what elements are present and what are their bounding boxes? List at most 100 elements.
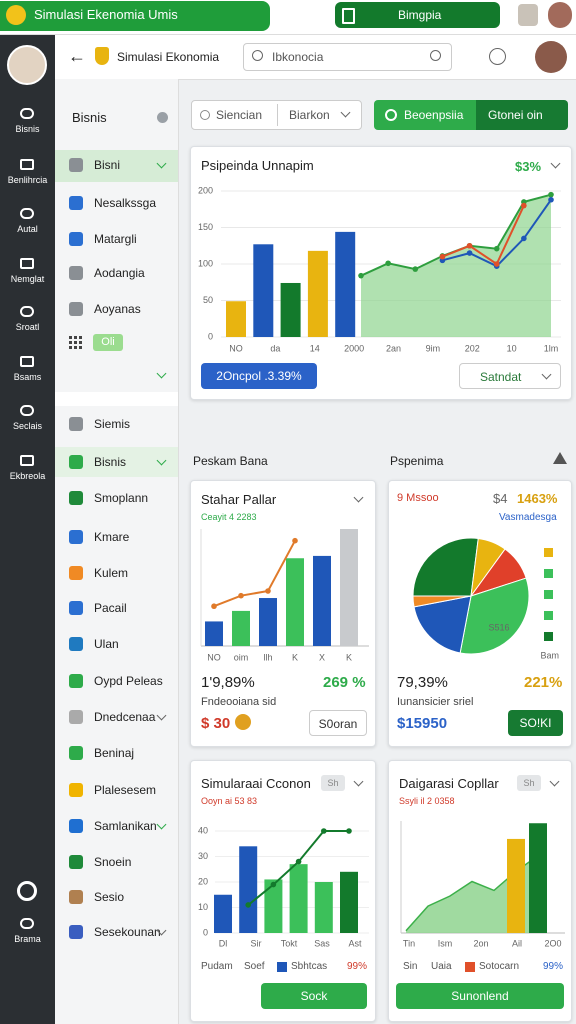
app-pill[interactable] (0, 1, 270, 31)
bar (226, 301, 246, 337)
rail-label: Benlihrcia (7, 175, 48, 185)
line (442, 205, 525, 266)
amount-prefix: $4 (493, 491, 508, 506)
chevron[interactable] (550, 158, 561, 169)
nav-label: Matargli (94, 232, 137, 246)
y-tick-label: 0 (203, 927, 208, 937)
grid-icon (74, 346, 77, 349)
nav-icon (69, 601, 83, 615)
grid-icon (69, 336, 72, 339)
rail-avatar[interactable] (7, 45, 47, 85)
user-icon[interactable] (518, 4, 538, 26)
card-title: Daigarasi Copllar (399, 776, 499, 791)
center-tab[interactable] (335, 2, 500, 28)
x-tick-label: 2an (386, 343, 401, 353)
nav-gap (55, 392, 178, 406)
back-arrow[interactable]: ← (68, 46, 86, 66)
app-logo (6, 5, 26, 25)
rail-label: Sroatl (15, 322, 40, 332)
select-icon (200, 110, 210, 120)
button[interactable]: 2Oncpol .3.39% (201, 363, 317, 389)
x-tick-label: 10 (507, 343, 517, 353)
point (493, 261, 500, 267)
grid-icon (69, 341, 72, 344)
nav-icon (69, 417, 83, 431)
legend-label: Uaia (431, 961, 452, 972)
select-2: Biarkon (289, 108, 330, 122)
card-title: Simularaai Cconon (201, 776, 311, 791)
nav-label: Kmare (94, 530, 130, 544)
nav-label: Samlanikan (94, 819, 157, 833)
button[interactable]: Sock (261, 983, 367, 1009)
nav-label: Kulem (94, 566, 129, 580)
legend-swatch (544, 611, 553, 620)
amount: 1463% (517, 491, 558, 506)
bar (529, 823, 547, 933)
nav-label: Beninaj (94, 746, 135, 760)
grid-icon (79, 346, 82, 349)
x-tick-label: 2O0 (544, 938, 561, 948)
nav-icon (69, 746, 83, 760)
label: 9 Mssoo (397, 492, 439, 504)
grid-icon (69, 346, 72, 349)
nav-label: Pacail (94, 601, 127, 615)
bar (264, 879, 283, 933)
nav-icon (69, 530, 83, 544)
area-card: Daigarasi Copllar Sh Ssyli il 2 0358 Tin… (388, 760, 572, 1022)
bar (280, 282, 301, 337)
rail-icon (20, 306, 34, 317)
rail-icon (20, 455, 34, 466)
x-tick-label: X (319, 652, 325, 662)
legend-note: Bam (540, 650, 559, 660)
button-secondary[interactable] (476, 100, 568, 130)
avatar[interactable] (548, 2, 572, 28)
grid-icon (79, 336, 82, 339)
filter-select[interactable] (191, 100, 362, 130)
pie-card: 9 Mssoo $4 1463% Vasmadesga S516 Bam 79,3… (388, 480, 572, 747)
dropdown[interactable]: Satndat (459, 363, 561, 389)
card-subtitle: Ooyn ai 53 83 (201, 796, 258, 806)
alert-icon[interactable] (553, 452, 567, 464)
search-box[interactable] (243, 43, 452, 71)
x-tick-label: 2on (473, 938, 488, 948)
button-2-label: Gtonei oin (488, 108, 543, 122)
line (213, 540, 296, 608)
point (321, 828, 327, 834)
x-tick-label: Sir (251, 938, 262, 948)
button[interactable]: Sunonlend (396, 983, 564, 1009)
x-tick-label: Tokt (281, 938, 298, 948)
nav-icon (69, 925, 83, 939)
point (245, 902, 251, 908)
point (466, 250, 473, 256)
y-tick-label: 200 (198, 185, 213, 195)
help-icon[interactable] (489, 48, 506, 65)
card-subtitle: Ceayit 4 2283 (201, 512, 257, 522)
badge: Sh (517, 775, 541, 791)
button[interactable]: SO!KI (508, 710, 563, 736)
bar (313, 555, 331, 646)
rail-icon (20, 208, 34, 219)
legend-label: Sbhtcas (291, 961, 328, 972)
bar (314, 882, 333, 933)
chevron[interactable] (549, 776, 560, 787)
rail-icon (20, 405, 34, 416)
chart: 0 10 20 30 40 Dl Sir Tokt Sas Ast (198, 825, 369, 948)
chevron[interactable] (353, 776, 364, 787)
nav-icon (69, 637, 83, 651)
legend-label: Sin (403, 961, 418, 972)
nav-section: Siemis (94, 417, 131, 431)
y-tick-label: 40 (198, 825, 208, 835)
bar (507, 838, 525, 933)
chevron[interactable] (353, 492, 364, 503)
button[interactable]: S0oran (309, 710, 367, 736)
amount: $ 30 (201, 715, 231, 732)
header-avatar[interactable] (535, 41, 567, 73)
x-tick-label: da (270, 343, 280, 353)
nav-label: Bisni (94, 158, 121, 172)
point (270, 881, 277, 888)
nav-label: Dnedcenaa (94, 710, 156, 724)
x-tick-label: 202 (465, 343, 480, 353)
link[interactable]: Vasmadesga (499, 512, 557, 523)
bar (307, 250, 328, 337)
bar (340, 529, 358, 646)
